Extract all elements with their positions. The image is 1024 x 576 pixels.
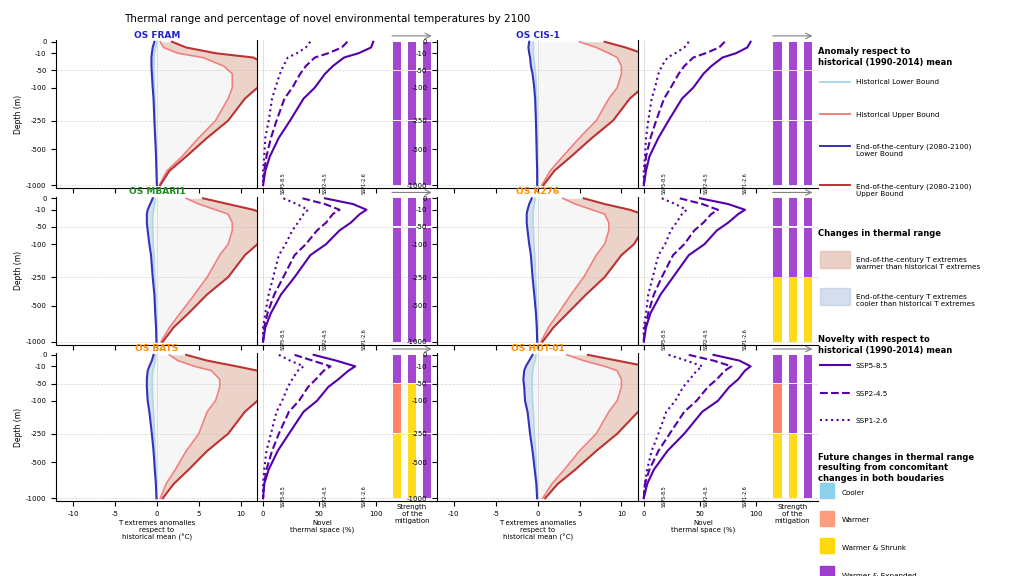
X-axis label: Novel
thermal space (%): Novel thermal space (%) [671,520,735,533]
Text: SSP5-8.5: SSP5-8.5 [281,172,286,194]
X-axis label: Strength
of the
mitigation: Strength of the mitigation [775,504,810,524]
Text: SSP1-2.6: SSP1-2.6 [361,485,367,507]
Bar [423,384,431,433]
Bar [773,384,781,433]
Bar [820,251,850,268]
Y-axis label: Depth (m): Depth (m) [14,251,24,290]
Bar [423,228,431,276]
Title: OS HOT-01: OS HOT-01 [511,344,564,353]
Bar [423,278,431,342]
Bar [408,198,416,226]
Bar [408,355,416,382]
Bar [773,71,781,120]
Text: End-of-the-century T extremes
cooler than historical T extremes: End-of-the-century T extremes cooler tha… [856,294,975,307]
Bar [393,198,400,226]
Text: Anomaly respect to
historical (1990-2014) mean: Anomaly respect to historical (1990-2014… [818,47,952,67]
Bar [788,228,797,276]
Bar [820,511,834,525]
Bar [820,566,834,576]
Text: SSP2-4.5: SSP2-4.5 [323,329,328,350]
Text: SSP2-4.5: SSP2-4.5 [323,172,328,194]
Y-axis label: Depth (m): Depth (m) [14,94,24,134]
Bar [773,198,781,226]
Bar [408,71,416,120]
Bar [423,41,431,70]
Bar [804,228,812,276]
Text: SSP5-8.5: SSP5-8.5 [281,485,286,507]
Bar [423,121,431,185]
Y-axis label: Depth (m): Depth (m) [14,408,24,447]
Bar [788,384,797,433]
Text: End-of-the-century (2080-2100)
Upper Bound: End-of-the-century (2080-2100) Upper Bou… [856,183,972,196]
Bar [408,121,416,185]
Bar [773,355,781,382]
Bar [804,41,812,70]
Bar [393,278,400,342]
Bar [820,483,834,498]
Bar [804,278,812,342]
Text: Changes in thermal range: Changes in thermal range [818,229,941,238]
Text: Warmer & Shrunk: Warmer & Shrunk [842,545,906,551]
Bar [408,41,416,70]
Text: SSP5-8.5: SSP5-8.5 [662,172,667,194]
Bar [773,41,781,70]
Text: SSP2-4.5: SSP2-4.5 [323,485,328,507]
Bar [393,384,400,433]
Bar [773,434,781,498]
Title: OS MBARI1: OS MBARI1 [128,187,185,196]
Bar [773,278,781,342]
Bar [408,228,416,276]
Bar [804,434,812,498]
Title: OS FRAM: OS FRAM [134,31,180,40]
Bar [393,434,400,498]
Text: SSP5-8.5: SSP5-8.5 [281,329,286,350]
X-axis label: T extremes anomalies
respect to
historical mean (°C): T extremes anomalies respect to historic… [499,520,577,541]
Text: SSP1-2.6: SSP1-2.6 [742,172,748,194]
Text: SSP1-2.6: SSP1-2.6 [742,485,748,507]
Bar [788,41,797,70]
Text: SSP5-8.5: SSP5-8.5 [856,363,889,369]
Title: OS BATS: OS BATS [135,344,178,353]
Text: SSP5-8.5: SSP5-8.5 [662,485,667,507]
Bar [408,384,416,433]
Text: Thermal range and percentage of novel environmental temperatures by 2100: Thermal range and percentage of novel en… [125,14,530,24]
Text: Historical Upper Bound: Historical Upper Bound [856,112,939,118]
Bar [788,278,797,342]
Bar [773,121,781,185]
Bar [423,355,431,382]
Text: SSP1-2.6: SSP1-2.6 [856,418,889,424]
Text: End-of-the-century (2080-2100)
Lower Bound: End-of-the-century (2080-2100) Lower Bou… [856,144,972,157]
Bar [423,434,431,498]
Bar [820,539,834,553]
Text: SSP2-4.5: SSP2-4.5 [703,172,709,194]
Text: SSP1-2.6: SSP1-2.6 [361,172,367,194]
Title: OS K276: OS K276 [516,187,559,196]
Text: End-of-the-century T extremes
warmer than historical T extremes: End-of-the-century T extremes warmer tha… [856,257,980,270]
X-axis label: Strength
of the
mitigation: Strength of the mitigation [394,504,430,524]
Text: SSP2-4.5: SSP2-4.5 [856,391,889,396]
Text: Warmer & Expanded: Warmer & Expanded [842,573,916,576]
Text: SSP5-8.5: SSP5-8.5 [662,329,667,350]
Text: SSP2-4.5: SSP2-4.5 [703,329,709,350]
Bar [423,198,431,226]
Text: Future changes in thermal range
resulting from concomitant
changes in both bouda: Future changes in thermal range resultin… [818,453,974,483]
Bar [393,71,400,120]
Bar [408,278,416,342]
Bar [788,198,797,226]
Bar [393,355,400,382]
Bar [788,355,797,382]
Title: OS CIS-1: OS CIS-1 [516,31,559,40]
Bar [393,121,400,185]
Text: Cooler: Cooler [842,490,865,495]
Bar [804,198,812,226]
Bar [820,288,850,305]
Text: SSP1-2.6: SSP1-2.6 [742,329,748,350]
Bar [804,71,812,120]
Bar [408,434,416,498]
Bar [393,228,400,276]
Bar [788,434,797,498]
Bar [423,71,431,120]
Text: SSP1-2.6: SSP1-2.6 [361,329,367,350]
Bar [788,121,797,185]
Text: Historical Lower Bound: Historical Lower Bound [856,79,939,85]
